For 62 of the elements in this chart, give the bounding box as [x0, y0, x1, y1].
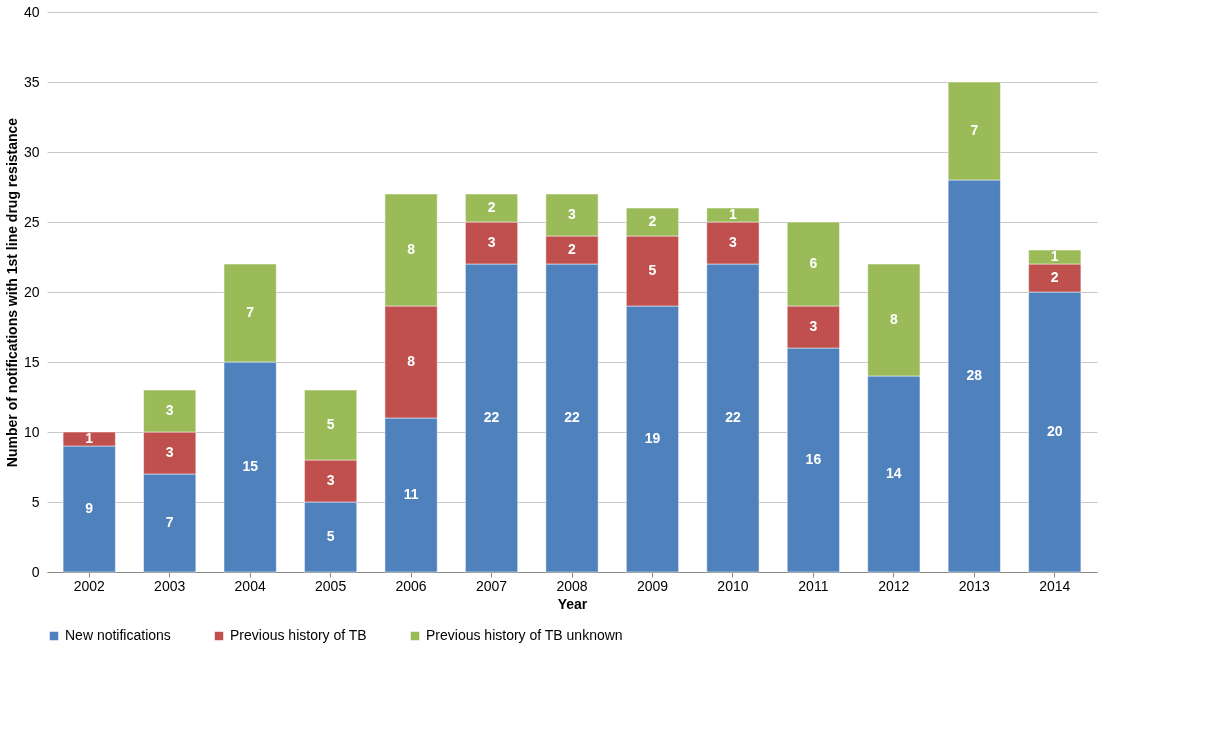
- data-label: 14: [886, 465, 902, 481]
- data-label: 3: [487, 234, 496, 250]
- data-label: 7: [970, 122, 979, 138]
- data-label: 3: [165, 402, 174, 418]
- y-tick-label: 20: [23, 283, 40, 300]
- data-label: 8: [889, 311, 898, 327]
- data-label: 8: [407, 241, 416, 257]
- x-axis-title: Year: [557, 595, 588, 612]
- y-tick-label: 10: [23, 423, 40, 440]
- data-label: 1: [85, 430, 94, 446]
- data-label: 3: [729, 234, 738, 250]
- data-label: 3: [165, 444, 174, 460]
- legend-label: Previous history of TB unknown: [426, 627, 623, 643]
- data-label: 1: [1050, 248, 1059, 264]
- legend-label: Previous history of TB: [230, 627, 367, 643]
- data-label: 15: [242, 458, 259, 474]
- y-tick-label: 5: [31, 493, 40, 510]
- data-label: 11: [403, 486, 419, 502]
- data-label: 3: [568, 206, 577, 222]
- y-tick-label: 25: [23, 213, 40, 230]
- data-label: 9: [85, 500, 94, 516]
- data-label: 7: [246, 304, 255, 320]
- data-label: 5: [326, 416, 335, 432]
- data-label: 7: [165, 514, 174, 530]
- data-label: 2: [648, 213, 657, 229]
- x-tick-label: 2006: [395, 577, 427, 594]
- x-tick-label: 2005: [315, 577, 347, 594]
- data-label: 2: [487, 199, 496, 215]
- x-tick-label: 2003: [154, 577, 186, 594]
- y-tick-label: 30: [23, 143, 40, 160]
- y-tick-label: 40: [23, 3, 40, 20]
- x-tick-label: 2011: [798, 577, 829, 594]
- data-label: 22: [483, 409, 500, 425]
- data-label: 5: [326, 528, 335, 544]
- y-tick-label: 35: [23, 73, 40, 90]
- data-label: 19: [644, 430, 661, 446]
- data-label: 5: [648, 262, 657, 278]
- data-label: 16: [805, 451, 822, 467]
- y-tick-label: 15: [23, 353, 40, 370]
- data-label: 2: [568, 241, 577, 257]
- data-label: 3: [809, 318, 818, 334]
- data-label: 20: [1046, 423, 1063, 439]
- x-tick-label: 2004: [234, 577, 266, 594]
- x-tick-label: 2008: [556, 577, 588, 594]
- x-tick-label: 2010: [717, 577, 749, 594]
- data-label: 22: [725, 409, 741, 425]
- data-label: 22: [564, 409, 580, 425]
- x-tick-label: 2007: [475, 577, 508, 594]
- data-label: 28: [966, 367, 983, 383]
- data-label: 3: [326, 472, 335, 488]
- x-tick-label: 2012: [878, 577, 910, 594]
- x-tick-label: 2013: [958, 577, 991, 594]
- y-tick-label: 0: [31, 563, 40, 580]
- data-label: 8: [407, 353, 416, 369]
- data-label: 6: [809, 255, 818, 271]
- data-label: 2: [1050, 269, 1059, 285]
- legend-label: New notifications: [65, 627, 171, 643]
- x-tick-label: 2014: [1039, 577, 1071, 594]
- x-tick-label: 2002: [73, 577, 106, 594]
- y-axis-title: Number of notifications with 1st line drug resistance: [3, 117, 20, 468]
- data-label: 1: [729, 206, 738, 222]
- x-tick-label: 2009: [636, 577, 669, 594]
